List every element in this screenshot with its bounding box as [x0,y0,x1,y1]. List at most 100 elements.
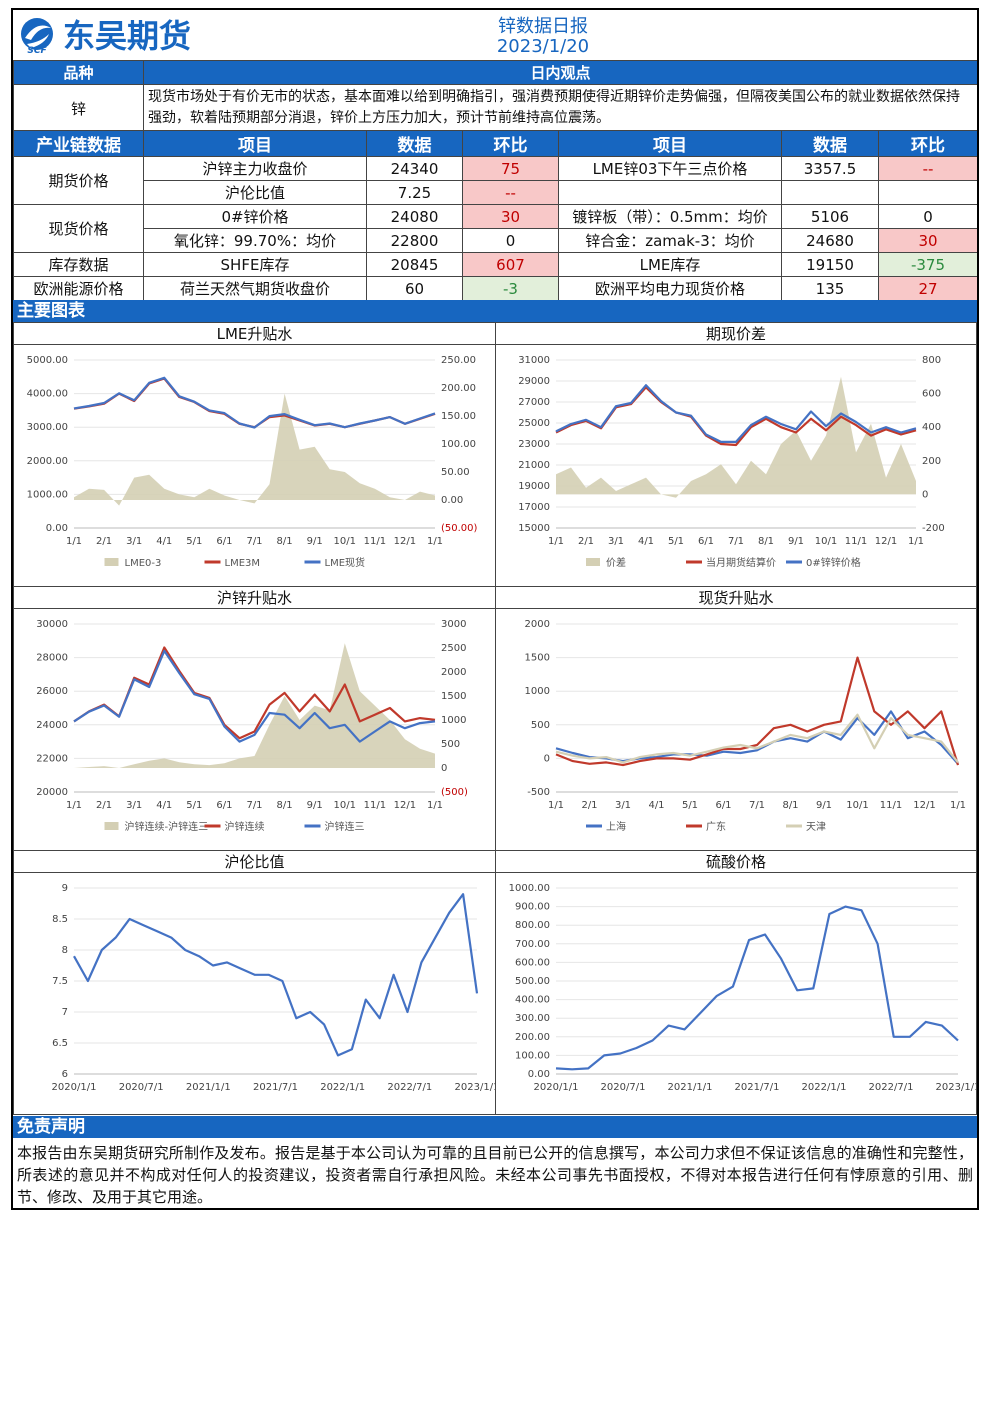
series-line-3 [73,376,436,429]
y-tick-label: 29000 [518,376,550,387]
x-tick-label: 2022/1/1 [802,1082,847,1093]
variety-cell: 锌 [13,84,144,132]
x-tick-label: 10/1 [846,800,868,811]
chain-change: 27 [878,276,977,301]
y2-tick-label: 800 [922,355,941,366]
disclaimer-bar: 免责声明 [13,1116,977,1138]
acid-chart: 0.00 100.00 200.00 300.00 400.00 500.00 600.00… [509,883,976,1093]
panel-lme: LME升贴水 0.00 1000.00 2000.00 3000.00 4000.00 5… [13,322,496,587]
x-tick-label: 7/1 [749,800,765,811]
y-tick-label: 900.00 [515,902,550,913]
chain-header-cell: 环比 [878,130,977,157]
x-tick-label: 2021/1/1 [668,1082,713,1093]
chain-header-cell: 环比 [462,130,559,157]
y2-tick-label: 100.00 [441,439,476,450]
series-line-2 [73,646,436,740]
y-tick-label: 0 [544,753,550,764]
chain-change: -- [462,180,559,205]
x-tick-label: 12/1 [394,800,416,811]
series-line-3 [555,713,959,764]
chain-header-cell: 项目 [143,130,367,157]
chain-change: 75 [462,156,559,181]
chain-change: 607 [462,252,559,277]
x-tick-label: 5/1 [682,800,698,811]
y-tick-label: 20000 [36,787,68,798]
x-tick-label: 1/1 [66,536,82,547]
y2-tick-label: -200 [922,523,945,534]
series-area-1 [74,643,435,768]
chain-value: 135 [781,276,879,301]
y-tick-label: 8 [62,945,68,956]
x-tick-label: 3/1 [126,800,142,811]
chain-value: 7.25 [366,180,463,205]
chain-value: 24680 [781,228,879,253]
y-tick-label: 9 [62,883,68,894]
legend-label: 当月期货结算价 [706,556,776,569]
chain-item: 沪伦比值 [143,180,367,205]
disclaimer-text: 本报告由东吴期货研究所制作及发布。报告是基于本公司认为可靠的且目前已公开的信息撰… [17,1144,973,1206]
y-tick-label: 1500 [525,653,550,664]
chain-value: 3357.5 [781,156,879,181]
x-tick-label: 1/1 [427,800,443,811]
legend-label: 沪锌连三 [325,820,365,833]
x-tick-label: 11/1 [880,800,902,811]
panel-basis: 期现价差 15000 17000 19000 21000 23000 25000 27000… [495,322,977,587]
y-tick-label: 30000 [36,619,68,630]
x-tick-label: 6/1 [715,800,731,811]
y-tick-label: 0.00 [46,523,68,534]
chain-row: 氧化锌：99.70%：均价 22800 0 锌合金：zamak-3：均价 24680 30 [14,228,977,253]
y2-tick-label: 200.00 [441,383,476,394]
legend-label: LME0-3 [125,558,162,569]
x-tick-label: 9/1 [307,536,323,547]
series-line-2 [555,656,960,767]
y-tick-label: 15000 [518,523,550,534]
x-tick-label: 5/1 [186,536,202,547]
y2-tick-label: 2000 [441,667,466,678]
x-tick-label: 6/1 [698,536,714,547]
x-tick-label: 2022/1/1 [320,1082,365,1093]
chain-row: 欧洲能源价格 荷兰天然气期货收盘价 60 -3 欧洲平均电力现货价格 135 27 [13,276,977,301]
chain-value: 20845 [366,252,463,277]
chain-item: 沪锌主力收盘价 [143,156,367,181]
series-line-1 [73,893,479,1057]
y2-tick-label: 3000 [441,619,466,630]
logo-abbr: SCF [27,46,47,56]
chain-category: 欧洲能源价格 [13,276,144,301]
y-tick-label: 6 [62,1069,68,1080]
y2-tick-label: 250.00 [441,355,476,366]
x-tick-label: 11/1 [364,536,386,547]
lme-chart: 0.00 1000.00 2000.00 3000.00 4000.00 5000.00 (… [27,355,478,569]
y2-tick-label: 150.00 [441,411,476,422]
y2-tick-label: 50.00 [441,467,470,478]
x-tick-label: 7/1 [728,536,744,547]
x-tick-label: 2023/1/1 [455,1082,495,1093]
x-tick-label: 10/1 [815,536,837,547]
x-tick-label: 8/1 [782,800,798,811]
x-tick-label: 1/1 [908,536,924,547]
chain-value: 24340 [366,156,463,181]
chain-category: 期货价格 [13,156,144,205]
x-tick-label: 3/1 [608,536,624,547]
x-tick-label: 1/1 [950,800,966,811]
chain-row: 现货价格 0#锌价格 24080 30 镀锌板（带）：0.5mm：均价 5106 0 [13,204,977,253]
y2-tick-label: (50.00) [441,523,478,534]
chain-value: 19150 [781,252,879,277]
y-tick-label: 300.00 [515,1013,550,1024]
y-tick-label: 400.00 [515,995,550,1006]
chain-item: LME库存 [558,252,782,277]
series-line-1 [555,905,959,1071]
legend-swatch [104,558,119,566]
x-tick-label: 10/1 [334,800,356,811]
x-tick-label: 2022/7/1 [387,1082,432,1093]
charts-section-bar: 主要图表 [13,300,977,322]
chain-change: 30 [462,204,559,229]
chain-change [878,180,977,205]
x-tick-label: 3/1 [615,800,631,811]
chain-row: 库存数据 SHFE库存 20845 607 LME库存 19150 -375 [13,252,977,277]
y-tick-label: 26000 [36,686,68,697]
y2-tick-label: 600 [922,389,941,400]
legend-label: 广东 [706,820,726,833]
x-tick-label: 2021/1/1 [186,1082,231,1093]
y-tick-label: 200.00 [515,1032,550,1043]
y-tick-label: 25000 [518,418,550,429]
